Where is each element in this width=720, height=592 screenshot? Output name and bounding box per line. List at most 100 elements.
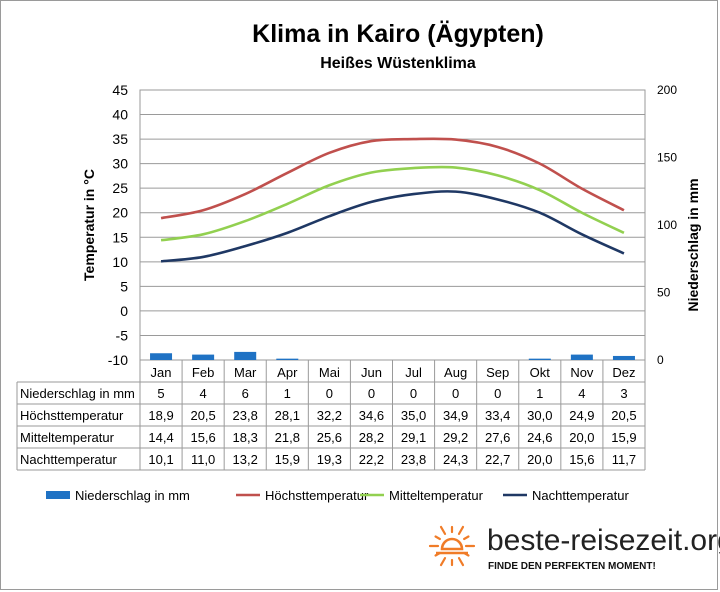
legend-label: Niederschlag in mm: [75, 488, 190, 503]
table-cell: 0: [326, 386, 333, 401]
y-tick-left: -5: [116, 327, 129, 343]
sun-disc: [440, 537, 464, 551]
temperature-lines: [160, 137, 625, 263]
table-cell: 21,8: [275, 430, 300, 445]
table-cell: 5: [157, 386, 164, 401]
brand-logo: beste-reisezeit.org FINDE DEN PERFEKTEN …: [428, 524, 720, 572]
chart-title: Klima in Kairo (Ägypten): [252, 20, 544, 48]
y-axis-label-left: Temperatur in °C: [81, 169, 97, 281]
table-cell: 11,0: [191, 452, 215, 467]
table-cell: 15,9: [275, 452, 300, 467]
table-cell: 27,6: [485, 430, 510, 445]
sun-ray: [434, 551, 441, 557]
mean-temp-line: [160, 165, 625, 242]
month-label: Nov: [570, 365, 594, 380]
y-tick-left: 25: [112, 180, 128, 196]
sun-ray: [457, 525, 465, 535]
table-cell: 34,9: [443, 408, 468, 423]
table-cell: 18,9: [148, 408, 173, 423]
table-cell: 1: [536, 386, 543, 401]
table-cell: 30,0: [527, 408, 552, 423]
month-label: Jan: [151, 365, 172, 380]
table-cell: 20,5: [190, 408, 215, 423]
table-cell: 23,8: [233, 408, 258, 423]
table-cell: 3: [620, 386, 627, 401]
table-cell: 24,6: [527, 430, 552, 445]
month-label: Apr: [277, 365, 298, 380]
night-temp-line: [160, 190, 625, 263]
table-cell: 20,5: [611, 408, 636, 423]
table-cell: 15,9: [611, 430, 636, 445]
table-cell: 18,3: [233, 430, 258, 445]
month-label: Sep: [486, 365, 509, 380]
legend-label: Nachttemperatur: [532, 488, 629, 503]
y-tick-left: 20: [112, 205, 128, 221]
table-cell: 22,7: [485, 452, 510, 467]
month-label: Feb: [192, 365, 214, 380]
table-row-label: Mitteltemperatur: [20, 430, 115, 445]
month-label: Mar: [234, 365, 257, 380]
y-tick-left: 15: [112, 229, 128, 245]
sun-ray: [457, 557, 465, 567]
table-cell: 20,0: [527, 452, 552, 467]
y-tick-left: 45: [112, 82, 128, 98]
table-cell: 29,2: [443, 430, 468, 445]
month-label: Dez: [612, 365, 635, 380]
precip-bar: [570, 354, 593, 360]
month-label: Jul: [405, 365, 422, 380]
table-cell: 0: [494, 386, 501, 401]
table-cell: 14,4: [148, 430, 173, 445]
table-row-label: Niederschlag in mm: [20, 386, 135, 401]
table-cell: 34,6: [359, 408, 384, 423]
table-cell: 29,1: [401, 430, 426, 445]
table-row-label: Höchsttemperatur: [20, 408, 124, 423]
table-cell: 33,4: [485, 408, 510, 423]
month-label: Aug: [444, 365, 467, 380]
y-tick-right: 100: [657, 218, 677, 232]
table-cell: 10,1: [148, 452, 173, 467]
high-temp-line: [160, 137, 625, 220]
brand-tagline: FINDE DEN PERFEKTEN MOMENT!: [488, 561, 656, 572]
table-cell: 20,0: [569, 430, 594, 445]
table-cell: 11,7: [612, 452, 636, 467]
y-tick-left: -10: [108, 352, 128, 368]
month-label: Jun: [361, 365, 382, 380]
table-cell: 1: [284, 386, 291, 401]
table-cell: 15,6: [569, 452, 594, 467]
table-cell: 22,2: [359, 452, 384, 467]
y-tick-left: 10: [112, 254, 128, 270]
chart-subtitle: Heißes Wüstenklima: [320, 55, 476, 72]
precip-bar: [276, 358, 299, 360]
table-cell: 4: [578, 386, 585, 401]
plot-area: [139, 89, 646, 361]
precipitation-bars: [150, 351, 635, 360]
table-cell: 4: [200, 386, 207, 401]
table-cell: 35,0: [401, 408, 426, 423]
table-cell: 0: [368, 386, 375, 401]
table-cell: 32,2: [317, 408, 342, 423]
precip-bar: [192, 354, 215, 360]
y-tick-left: 0: [120, 303, 128, 319]
y-tick-left: 30: [112, 156, 128, 172]
y-tick-right: 50: [657, 286, 671, 300]
table-cell: 0: [410, 386, 417, 401]
table-cell: 13,2: [233, 452, 258, 467]
month-label: Okt: [530, 365, 551, 380]
y-tick-right: 150: [657, 151, 677, 165]
precip-bar: [612, 355, 635, 360]
y-tick-right: 200: [657, 83, 677, 97]
brand-name: beste-reisezeit.org: [487, 524, 720, 557]
sun-ray: [463, 535, 470, 541]
legend-label: Mitteltemperatur: [389, 488, 484, 503]
sun-ray: [463, 551, 470, 557]
y-tick-right: 0: [657, 353, 664, 367]
table-cell: 28,2: [359, 430, 384, 445]
gridlines: [139, 89, 646, 361]
legend: Niederschlag in mm Höchsttemperatur Mittel…: [46, 488, 629, 503]
table-cell: 0: [452, 386, 459, 401]
table-cell: 25,6: [317, 430, 342, 445]
table-cell: 23,8: [401, 452, 426, 467]
